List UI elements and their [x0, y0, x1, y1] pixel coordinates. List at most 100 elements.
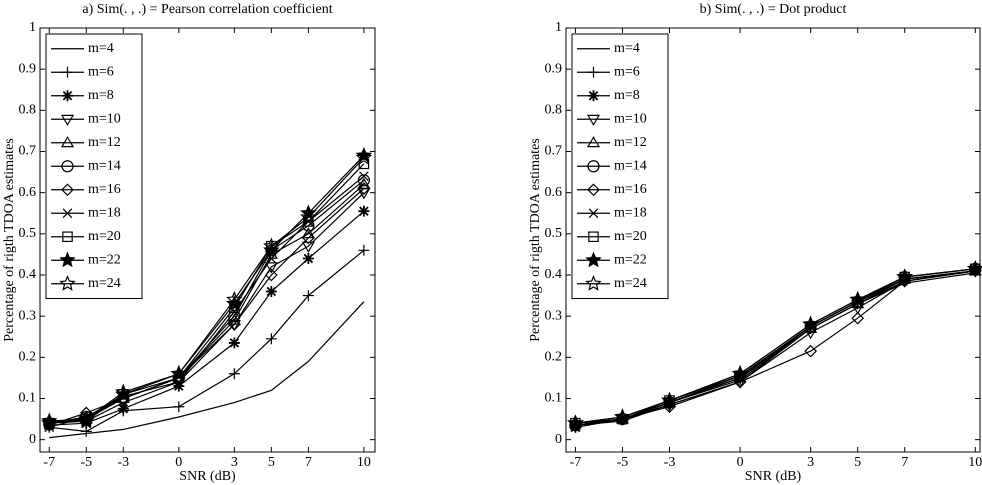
legend-label: m=16 [88, 182, 121, 197]
series-line [575, 268, 976, 424]
y-tick-label: 0.5 [545, 226, 563, 241]
y-tick-label: 0.9 [19, 61, 37, 76]
x-tick-label: -5 [617, 455, 629, 470]
plot-frame [39, 27, 376, 453]
y-tick-label: 0.3 [19, 308, 37, 323]
legend-label: m=18 [88, 205, 121, 220]
x-tick-label: 3 [807, 455, 814, 470]
y-tick-label: 0.4 [19, 267, 37, 282]
legend-marker [588, 231, 599, 243]
legend-label: m=6 [88, 64, 114, 79]
marker [731, 365, 749, 381]
series-line [49, 188, 365, 426]
x-tick-label: -7 [570, 455, 582, 470]
marker [357, 182, 371, 195]
legend-marker [62, 90, 73, 102]
y-tick-label: 0.5 [19, 226, 37, 241]
legend-marker [585, 275, 602, 291]
x-tick-label: -5 [80, 455, 92, 470]
series-line [49, 175, 365, 428]
marker [851, 311, 865, 325]
marker [614, 408, 631, 425]
marker [228, 337, 240, 349]
series-line [49, 210, 365, 426]
legend-label: m=8 [614, 88, 640, 103]
marker [802, 315, 819, 332]
x-tick-label: 5 [854, 455, 861, 470]
legend-marker [62, 66, 73, 78]
legend-marker [62, 208, 73, 219]
x-tick-label: 3 [231, 455, 238, 470]
marker [302, 231, 315, 245]
x-tick-label: 7 [305, 455, 312, 470]
legend-label: m=22 [88, 252, 121, 267]
marker [804, 344, 817, 358]
marker [264, 262, 278, 274]
y-tick-label: 0.6 [19, 185, 37, 200]
legend-marker [59, 251, 76, 268]
marker [358, 205, 370, 217]
y-tick-label: 0.6 [545, 185, 563, 200]
legend-marker [587, 160, 600, 173]
marker [661, 391, 678, 408]
chart-title: a) Sim(. , .) = Pearson correlation coef… [82, 2, 332, 17]
marker [265, 285, 277, 297]
marker [302, 290, 314, 302]
marker [263, 237, 280, 254]
marker [896, 268, 913, 285]
marker [227, 318, 241, 331]
x-tick-label: 0 [175, 455, 182, 470]
marker [302, 253, 314, 265]
marker [228, 368, 240, 380]
legend-label: m=10 [88, 111, 121, 126]
y-tick-label: 0.4 [545, 267, 563, 282]
x-tick-label: 5 [268, 455, 275, 470]
legend-label: m=14 [88, 158, 121, 173]
legend-label: m=6 [614, 64, 640, 79]
legend-label: m=20 [88, 229, 121, 244]
legend-label: m=20 [614, 229, 647, 244]
y-tick-label: 0.2 [19, 350, 37, 365]
legend-marker [586, 136, 601, 148]
chart-panel: b) Sim(. , .) = Dot product SNR (dB) Perce… [528, 2, 982, 484]
y-tick-label: 1 [29, 20, 36, 35]
legend-marker [585, 251, 602, 268]
y-tick-label: 0.1 [545, 391, 563, 406]
y-tick-label: 0.9 [545, 61, 563, 76]
legend-marker [588, 90, 599, 102]
marker [849, 290, 867, 307]
legend-marker [59, 275, 76, 291]
x-tick-label: -3 [117, 455, 129, 470]
legend-marker [61, 160, 74, 173]
y-tick-label: 0.7 [19, 144, 37, 159]
legend-marker [60, 136, 75, 148]
legend-label: m=12 [88, 135, 121, 150]
marker [300, 208, 317, 225]
marker [173, 401, 185, 413]
plot-frame [565, 27, 981, 453]
legend-marker [588, 208, 599, 219]
marker [967, 260, 982, 276]
marker [359, 171, 369, 182]
x-axis-label: SNR (dB) [179, 469, 236, 484]
marker [115, 383, 132, 400]
legend-label: m=22 [614, 252, 647, 267]
series-line [49, 157, 365, 424]
y-tick-label: 0.8 [19, 103, 37, 118]
y-axis-label: Percentage of rigth TDOA estimates [528, 138, 543, 341]
legend-marker [61, 183, 74, 197]
marker [170, 365, 188, 381]
x-tick-label: 10 [968, 455, 982, 470]
marker [567, 414, 584, 431]
marker [265, 268, 278, 282]
y-tick-label: 0 [29, 432, 36, 447]
legend-marker [60, 114, 75, 126]
x-tick-label: -3 [664, 455, 676, 470]
marker [173, 380, 185, 392]
legend-label: m=4 [614, 41, 640, 56]
marker [300, 204, 317, 221]
x-tick-label: 7 [901, 455, 908, 470]
series-line [49, 301, 365, 439]
marker [265, 333, 277, 345]
